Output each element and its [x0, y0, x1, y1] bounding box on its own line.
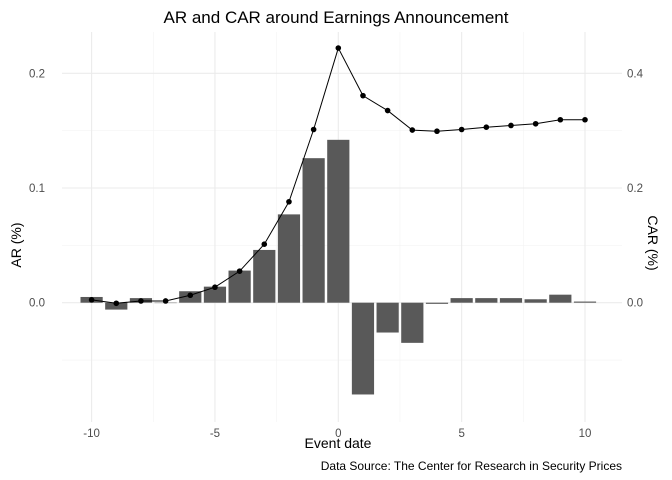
tick-labels: -10 -5 0 5 10 0.0 0.1 0.2 0.0 0.2 0.4 — [29, 68, 644, 440]
ar-bar — [351, 302, 375, 395]
car-point — [162, 298, 169, 304]
car-point — [113, 300, 120, 307]
x-tick-label: 5 — [458, 428, 464, 440]
y-tick-label: 0.1 — [29, 183, 45, 195]
ar-bar — [450, 298, 473, 303]
car-point — [508, 122, 514, 129]
car-point — [187, 292, 194, 299]
y2-tick-label: 0.4 — [627, 68, 644, 80]
x-tick-label: -10 — [83, 428, 100, 440]
car-point — [582, 116, 588, 123]
car-point — [138, 298, 144, 304]
car-point — [532, 120, 539, 127]
y-tick-label: 0.0 — [29, 298, 45, 310]
car-line-series — [88, 45, 588, 307]
car-point — [236, 268, 243, 274]
ar-bar — [475, 298, 498, 303]
y2-tick-label: 0.0 — [627, 298, 643, 310]
car-point — [384, 107, 391, 114]
chart-title: AR and CAR around Earnings Announcement — [164, 8, 509, 27]
car-point — [557, 116, 564, 123]
car-point — [212, 284, 218, 291]
x-tick-label: 10 — [579, 428, 592, 440]
car-point — [310, 126, 317, 133]
y-axis-title: AR (%) — [8, 222, 24, 267]
x-tick-label: 0 — [335, 428, 341, 440]
car-point — [261, 241, 268, 248]
car-point — [335, 45, 342, 51]
bar-series — [80, 139, 597, 395]
y2-axis-title: CAR (%) — [645, 215, 661, 270]
x-tick-label: -5 — [210, 428, 220, 440]
ar-bar — [277, 214, 301, 303]
car-point — [434, 128, 440, 135]
ar-bar — [401, 302, 424, 343]
data-source-caption: Data Source: The Center for Research in … — [321, 459, 622, 473]
car-point — [286, 198, 292, 205]
ar-bar — [549, 294, 572, 303]
ar-bar — [524, 299, 547, 303]
ar-bar — [573, 301, 597, 303]
ar-bar — [376, 302, 399, 333]
car-point — [483, 124, 490, 131]
x-axis-title: Event date — [305, 435, 372, 451]
ar-bar — [203, 286, 227, 303]
car-point — [88, 297, 95, 303]
car-point — [409, 127, 416, 133]
car-point — [458, 126, 465, 133]
y-tick-label: 0.2 — [29, 68, 45, 80]
ar-bar — [228, 270, 251, 303]
ar-bar — [425, 302, 449, 304]
ar-bar — [253, 249, 276, 303]
ar-bar — [327, 139, 350, 303]
ar-bar — [302, 158, 325, 303]
car-point — [360, 92, 366, 99]
ar-bar — [499, 298, 523, 303]
y2-tick-label: 0.2 — [627, 183, 643, 195]
ar-bar — [105, 302, 128, 310]
